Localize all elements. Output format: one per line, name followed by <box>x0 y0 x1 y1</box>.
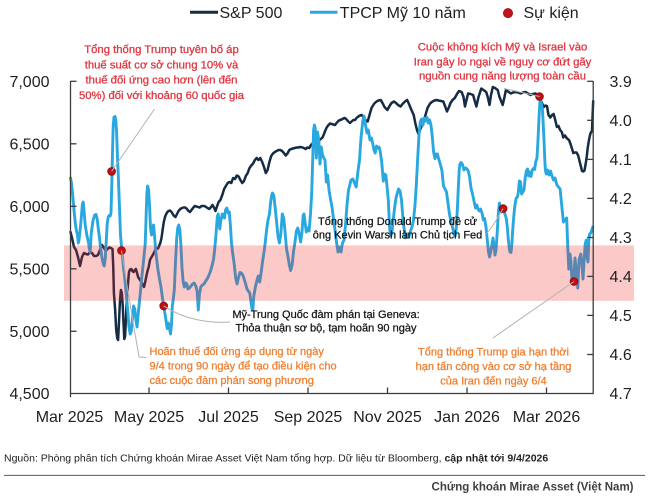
svg-text:4.7: 4.7 <box>610 386 632 403</box>
svg-text:50%) đối với khoảng 60 quốc gi: 50%) đối với khoảng 60 quốc gia <box>79 90 245 102</box>
svg-text:7,000: 7,000 <box>9 74 49 91</box>
svg-text:4.4: 4.4 <box>610 269 632 286</box>
svg-text:5,000: 5,000 <box>9 324 49 341</box>
svg-text:5,500: 5,500 <box>9 261 49 278</box>
svg-text:Chứng khoán Mirae Asset (Việt: Chứng khoán Mirae Asset (Việt Nam) <box>432 482 634 494</box>
svg-text:nguồn cung năng lượng toàn cầu: nguồn cung năng lượng toàn cầu <box>419 71 586 83</box>
svg-text:Tổng thống Trump tuyên bố áp: Tổng thống Trump tuyên bố áp <box>84 44 239 56</box>
svg-text:Mar 2025: Mar 2025 <box>36 409 104 426</box>
svg-text:của Iran đến ngày 6/4: của Iran đến ngày 6/4 <box>440 375 546 387</box>
svg-text:Cuộc không kích Mỹ và Israel v: Cuộc không kích Mỹ và Israel vào <box>418 42 588 54</box>
svg-text:Sep 2025: Sep 2025 <box>274 409 343 426</box>
svg-text:6,500: 6,500 <box>9 136 49 153</box>
svg-text:Tổng thống Donald Trump đề cử: Tổng thống Donald Trump đề cử <box>318 216 478 228</box>
svg-text:4.1: 4.1 <box>610 152 632 169</box>
svg-text:Nov 2025: Nov 2025 <box>353 409 422 426</box>
svg-text:TPCP Mỹ 10 năm: TPCP Mỹ 10 năm <box>340 5 466 22</box>
svg-text:các cuộc đàm phán song phương: các cuộc đàm phán song phương <box>150 375 314 387</box>
svg-text:Nguồn: Phòng phân tích Chứng k: Nguồn: Phòng phân tích Chứng khoán Mirae… <box>4 453 548 465</box>
svg-text:thuế suất cơ sở chung 10% và: thuế suất cơ sở chung 10% và <box>85 59 239 71</box>
svg-text:May 2025: May 2025 <box>114 409 184 426</box>
svg-text:6,000: 6,000 <box>9 199 49 216</box>
svg-text:4.6: 4.6 <box>610 347 632 364</box>
svg-text:ông Kevin Warsh làm Chủ tịch F: ông Kevin Warsh làm Chủ tịch Fed <box>313 229 483 241</box>
svg-text:thuế đối ứng cao hơn (lên đến: thuế đối ứng cao hơn (lên đến <box>86 75 238 87</box>
svg-text:Jul 2025: Jul 2025 <box>198 409 259 426</box>
svg-text:3.9: 3.9 <box>610 74 632 91</box>
svg-text:Hoãn thuế đối ứng áp dụng từ n: Hoãn thuế đối ứng áp dụng từ ngày <box>150 346 325 358</box>
svg-text:Jan 2026: Jan 2026 <box>434 409 500 426</box>
svg-text:Mar 2026: Mar 2026 <box>513 409 581 426</box>
svg-text:hạn tấn công vào cơ sở hạ tầng: hạn tấn công vào cơ sở hạ tầng <box>416 361 572 373</box>
svg-text:S&P 500: S&P 500 <box>220 5 283 22</box>
svg-text:9/4 trong 90 ngày để tạo điều: 9/4 trong 90 ngày để tạo điều kiện cho <box>150 361 337 373</box>
svg-text:Tổng thống Trump gia hạn thời: Tổng thống Trump gia hạn thời <box>418 347 569 359</box>
svg-text:Iran gây lo ngại về nguy cơ đứ: Iran gây lo ngại về nguy cơ đứt gãy <box>414 56 592 68</box>
svg-text:4.3: 4.3 <box>610 230 632 247</box>
svg-text:Thỏa thuận sơ bộ, tạm hoãn 90: Thỏa thuận sơ bộ, tạm hoãn 90 ngày <box>236 323 417 335</box>
svg-text:4.2: 4.2 <box>610 191 632 208</box>
svg-text:4,500: 4,500 <box>9 386 49 403</box>
svg-text:4.0: 4.0 <box>610 113 632 130</box>
svg-text:Mỹ-Trung Quốc đàm phán tại Gen: Mỹ-Trung Quốc đàm phán tại Geneva: <box>232 309 419 321</box>
svg-text:4.5: 4.5 <box>610 308 632 325</box>
svg-text:Sự kiện: Sự kiện <box>524 5 579 22</box>
